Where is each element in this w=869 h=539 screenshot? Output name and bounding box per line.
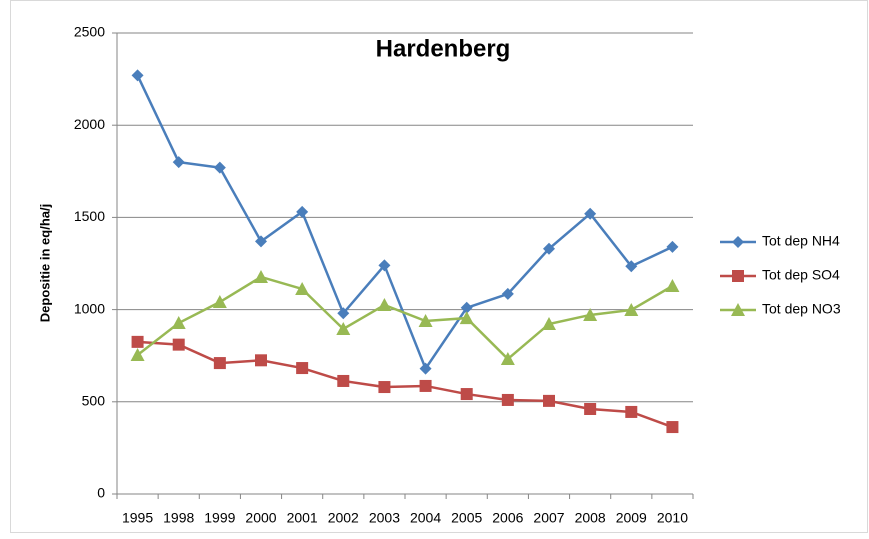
marker (296, 205, 309, 218)
marker (255, 235, 267, 248)
x-tick-label: 2008 (575, 510, 606, 526)
marker (378, 259, 391, 272)
y-tick-label: 2500 (74, 24, 105, 40)
y-tick-label: 1500 (74, 208, 105, 224)
marker (172, 156, 185, 169)
legend-label: Tot dep NH4 (762, 233, 840, 249)
x-tick-label: 1999 (204, 510, 235, 526)
marker (584, 402, 597, 415)
marker (212, 295, 227, 309)
marker (131, 69, 144, 82)
legend-label: Tot dep SO4 (762, 267, 840, 283)
chart-title: Hardenberg (376, 35, 511, 62)
x-tick-label: 2010 (657, 510, 688, 526)
marker (543, 242, 555, 255)
marker (213, 161, 226, 174)
marker (131, 335, 144, 348)
x-tick-label: 2009 (616, 510, 647, 526)
x-tick-label: 1995 (122, 510, 153, 526)
x-tick-label: 2007 (533, 510, 564, 526)
chart-frame (10, 0, 868, 533)
series-line (136, 275, 674, 361)
y-tick-label: 0 (97, 485, 105, 501)
legend-marker (732, 236, 744, 248)
marker (460, 388, 473, 401)
legend-marker (732, 270, 744, 282)
marker (378, 381, 391, 394)
marker (337, 374, 350, 387)
marker (625, 405, 638, 418)
marker (419, 362, 432, 375)
x-tick-label: 2005 (451, 510, 482, 526)
marker (624, 302, 639, 316)
x-tick-label: 2002 (328, 510, 359, 526)
y-tick-label: 2000 (74, 116, 105, 132)
marker (418, 314, 433, 328)
x-tick-label: 1998 (163, 510, 194, 526)
marker (171, 316, 186, 330)
marker (419, 379, 432, 392)
legend-marker (731, 303, 745, 316)
marker (459, 311, 474, 325)
marker (377, 297, 392, 311)
y-tick-label: 500 (82, 393, 106, 409)
marker (500, 352, 515, 366)
marker (336, 321, 351, 335)
x-tick-label: 2006 (492, 510, 523, 526)
marker (625, 260, 638, 273)
x-tick-label: 2000 (245, 510, 276, 526)
legend-label: Tot dep NO3 (762, 301, 841, 317)
marker (295, 281, 310, 295)
marker (460, 301, 473, 314)
marker (130, 347, 145, 361)
series-line (136, 74, 673, 372)
marker (337, 307, 350, 320)
y-axis-label: Depositie in eq/ha/j (37, 204, 52, 322)
marker (254, 269, 268, 283)
series-line (137, 340, 673, 429)
marker (543, 394, 555, 407)
marker (172, 338, 185, 351)
marker (501, 393, 514, 406)
marker (665, 278, 680, 292)
x-tick-label: 2004 (410, 510, 441, 526)
marker (583, 307, 598, 321)
marker (584, 207, 597, 220)
x-tick-label: 2003 (369, 510, 400, 526)
marker (666, 240, 679, 253)
y-tick-label: 1000 (74, 300, 105, 316)
marker (542, 316, 556, 330)
marker (255, 354, 267, 367)
x-tick-label: 2001 (287, 510, 318, 526)
marker (213, 357, 226, 370)
marker (501, 287, 514, 300)
marker (666, 421, 679, 434)
marker (296, 362, 309, 375)
